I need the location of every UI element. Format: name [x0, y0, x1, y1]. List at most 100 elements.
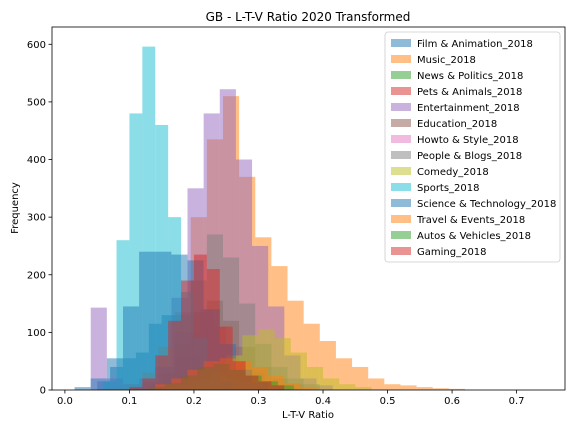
legend-label: People & Blogs_2018 — [417, 151, 522, 162]
y-tick-label: 100 — [27, 328, 46, 339]
y-tick-label: 400 — [27, 155, 46, 166]
legend-swatch — [391, 167, 411, 175]
x-tick-label: 0.7 — [509, 396, 525, 407]
legend-label: Film & Animation_2018 — [417, 39, 533, 50]
histogram-bar — [355, 387, 372, 390]
histogram-bar — [339, 384, 356, 390]
legend-item: Travel & Events_2018 — [391, 215, 525, 226]
histogram-bar — [258, 381, 272, 390]
series-13 — [129, 254, 285, 390]
legend-item: News & Politics_2018 — [391, 71, 523, 82]
histogram-bar — [129, 387, 143, 390]
legend-label: Autos & Vehicles_2018 — [417, 231, 531, 242]
histogram-bar — [319, 341, 336, 390]
chart-title: GB - L-T-V Ratio 2020 Transformed — [206, 10, 411, 24]
x-tick-label: 0.6 — [444, 396, 460, 407]
legend-frame — [384, 31, 561, 263]
legend-item: Film & Animation_2018 — [391, 39, 533, 50]
legend-swatch — [391, 55, 411, 63]
legend-label: News & Politics_2018 — [417, 71, 523, 82]
legend-swatch — [391, 231, 411, 239]
y-tick-label: 200 — [27, 270, 46, 281]
legend-item: Entertainment_2018 — [391, 103, 520, 114]
legend-item: Autos & Vehicles_2018 — [391, 231, 531, 242]
histogram-bar — [193, 254, 207, 390]
y-axis-label: Frequency — [10, 182, 21, 234]
legend-label: Pets & Animals_2018 — [417, 87, 522, 98]
histogram-bar — [74, 387, 91, 390]
legend-item: Education_2018 — [391, 119, 497, 130]
histogram-bar — [432, 388, 449, 390]
histogram-bar — [106, 358, 123, 390]
histogram-bar — [277, 385, 294, 390]
legend-swatch — [391, 103, 411, 111]
histogram-bar — [400, 385, 417, 390]
histogram-bar — [368, 378, 385, 390]
histogram-bar — [168, 320, 182, 390]
y-tick-label: 300 — [27, 213, 46, 224]
x-tick-label: 0.5 — [380, 396, 396, 407]
legend-swatch — [391, 135, 411, 143]
x-tick-label: 0.3 — [251, 396, 267, 407]
plot-frame — [51, 26, 566, 391]
histogram-bar — [306, 366, 324, 390]
bars-layer — [74, 46, 465, 391]
legend-label: Education_2018 — [417, 119, 497, 130]
legend-label: Sports_2018 — [417, 183, 480, 194]
legend-label: Entertainment_2018 — [417, 103, 520, 114]
histogram-bar — [206, 269, 220, 390]
histogram-bar — [90, 307, 107, 390]
x-tick-label: 0.0 — [57, 396, 73, 407]
legend-item: Howto & Style_2018 — [391, 135, 519, 146]
legend-label: Music_2018 — [417, 55, 476, 66]
histogram-bar — [290, 352, 307, 390]
histogram-bar — [416, 387, 433, 390]
x-axis: 0.0 0.1 0.2 0.3 0.4 0.5 0.6 0.7 — [57, 390, 525, 407]
legend-label: Travel & Events_2018 — [416, 215, 525, 226]
legend-swatch — [391, 119, 411, 127]
x-tick-label: 0.2 — [186, 396, 202, 407]
histogram-bar — [352, 366, 369, 390]
y-tick-label: 500 — [27, 97, 46, 108]
histogram-bar — [122, 306, 140, 390]
histogram-bar — [219, 326, 233, 390]
legend-label: Gaming_2018 — [417, 247, 487, 258]
legend-swatch — [391, 151, 411, 159]
legend-swatch — [391, 183, 411, 191]
legend-item: Gaming_2018 — [391, 247, 487, 258]
legend-swatch — [391, 199, 411, 207]
histogram-bar — [181, 280, 194, 390]
legend-item: Pets & Animals_2018 — [391, 87, 522, 98]
y-axis: 0 100 200 300 400 500 600 — [27, 40, 52, 397]
histogram-bar — [323, 378, 340, 390]
y-tick-label: 600 — [27, 40, 46, 51]
legend-item: People & Blogs_2018 — [391, 151, 522, 162]
histogram-bar — [245, 375, 259, 390]
x-tick-label: 0.1 — [121, 396, 137, 407]
histogram-bar — [271, 385, 285, 390]
legend-swatch — [391, 247, 411, 255]
histogram-bar — [139, 251, 156, 390]
legend-item: Sports_2018 — [391, 183, 480, 194]
histogram-bar — [90, 378, 107, 390]
histogram-bar — [335, 358, 353, 390]
legend-label: Comedy_2018 — [417, 167, 489, 178]
legend-swatch — [391, 39, 411, 47]
x-tick-label: 0.4 — [315, 396, 331, 407]
legend-swatch — [391, 215, 411, 223]
histogram-bar — [142, 378, 156, 390]
legend-label: Science & Technology_2018 — [417, 199, 556, 210]
histogram-bar — [155, 355, 169, 390]
legend-swatch — [391, 87, 411, 95]
legend-swatch — [391, 71, 411, 79]
histogram-bar — [232, 361, 246, 390]
legend-item: Comedy_2018 — [391, 167, 489, 178]
histogram-bar — [384, 384, 401, 390]
y-tick-label: 0 — [40, 386, 46, 397]
histogram-bar — [448, 388, 465, 390]
legend-item: Science & Technology_2018 — [391, 199, 556, 210]
legend-label: Howto & Style_2018 — [417, 135, 519, 146]
histogram-bar — [300, 387, 317, 390]
legend-item: Music_2018 — [391, 55, 476, 66]
